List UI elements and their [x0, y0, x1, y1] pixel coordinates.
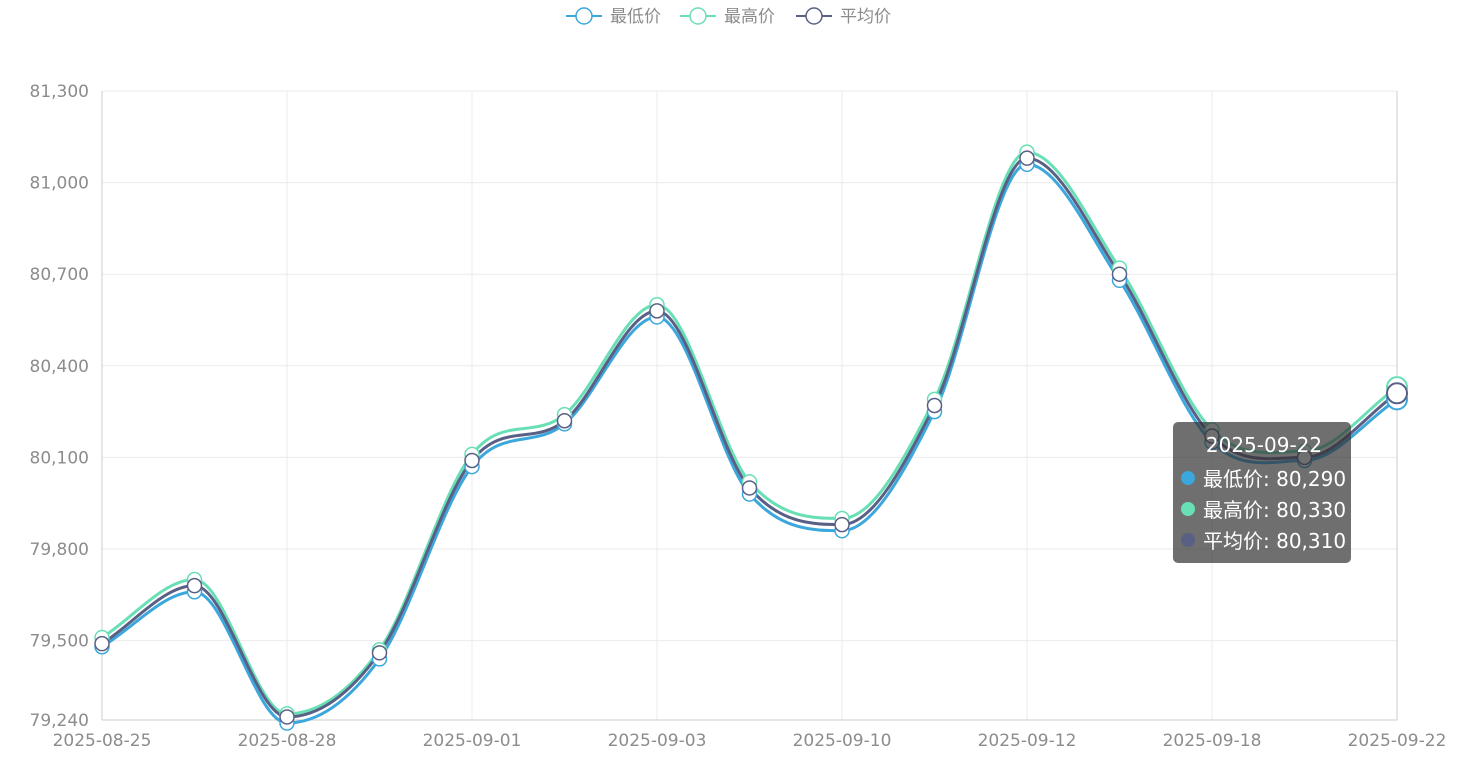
y-tick-label: 80,700 [30, 265, 89, 285]
data-point [649, 303, 665, 319]
data-point [1019, 150, 1035, 166]
y-tick-label: 79,800 [30, 540, 89, 560]
tooltip-label-max: 最高价: 80,330 [1203, 498, 1347, 522]
legend[interactable]: 最低价 最高价 平均价 [566, 7, 891, 27]
legend-circle [575, 7, 593, 25]
tooltip-dot-min [1181, 470, 1195, 485]
data-point [1386, 382, 1408, 405]
legend-item-1[interactable]: 最高价 [680, 7, 775, 27]
x-tick-label: 2025-09-18 [1163, 731, 1262, 751]
data-point [279, 709, 295, 725]
x-tick-label: 2025-09-01 [423, 731, 522, 751]
legend-label: 最高价 [724, 7, 775, 27]
tooltip-dot-avg [1181, 532, 1195, 547]
x-tick-label: 2025-08-28 [238, 731, 337, 751]
tooltip-row-max: 最高价: 80,330 [1173, 493, 1351, 524]
legend-circle [689, 7, 707, 25]
data-point [186, 577, 203, 594]
data-point [926, 397, 943, 414]
tooltip-row-min: 最低价: 80,290 [1173, 462, 1351, 493]
y-tick-label: 79,500 [30, 632, 89, 652]
tooltip-row-avg: 平均价: 80,310 [1173, 524, 1351, 555]
x-axis-labels: 2025-08-25 2025-08-28 2025-09-01 2025-09-03… [53, 731, 1447, 751]
y-tick-label: 81,000 [30, 174, 89, 194]
legend-item-2[interactable]: 平均价 [796, 7, 891, 27]
legend-label: 最低价 [610, 7, 661, 27]
x-tick-label: 2025-09-22 [1348, 731, 1447, 751]
data-point [556, 413, 573, 429]
y-tick-label: 80,100 [30, 448, 89, 468]
legend-circle [805, 7, 823, 25]
tooltip-label-min: 最低价: 80,290 [1203, 467, 1347, 491]
legend-label: 平均价 [840, 7, 891, 27]
legend-item-0[interactable]: 最低价 [566, 7, 661, 27]
tooltip: 2025-09-22 最低价: 80,290 最高价: 80,330 平均价: … [1173, 422, 1351, 563]
tooltip-label-avg: 平均价: 80,310 [1203, 529, 1347, 553]
tooltip-title: 2025-09-22 [1205, 433, 1323, 457]
data-point [834, 516, 850, 533]
grid-lines [101, 90, 1398, 721]
tooltip-dot-max [1181, 501, 1195, 516]
data-point [741, 480, 758, 496]
y-axis-labels: 81,300 81,000 80,700 80,400 80,100 79,800 79,5… [30, 82, 89, 731]
data-point [94, 635, 110, 652]
y-tick-label: 81,300 [30, 82, 89, 102]
data-point [371, 645, 388, 661]
x-tick-label: 2025-09-12 [978, 731, 1077, 751]
data-point [1111, 266, 1128, 282]
x-tick-label: 2025-09-10 [793, 731, 892, 751]
y-tick-label: 79,240 [30, 711, 89, 731]
y-tick-label: 80,400 [30, 357, 89, 377]
x-tick-label: 2025-08-25 [53, 731, 152, 751]
x-tick-label: 2025-09-03 [608, 731, 707, 751]
data-point [464, 452, 480, 469]
